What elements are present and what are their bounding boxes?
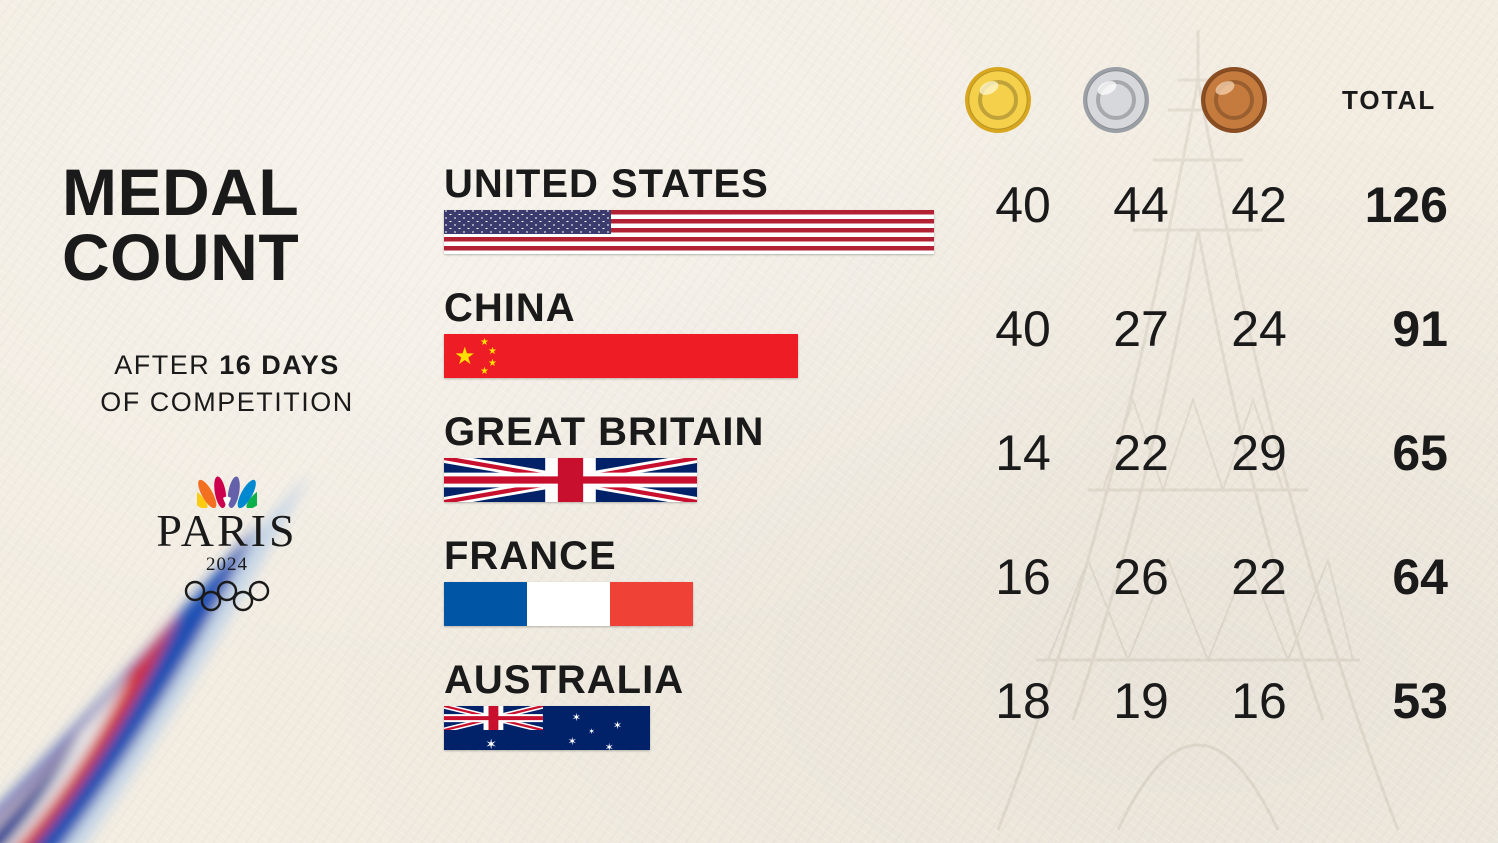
total-count: 53	[1318, 672, 1454, 730]
total-count: 91	[1318, 300, 1454, 358]
subtitle: AFTER 16 DAYS OF COMPETITION	[62, 347, 392, 420]
flag-bar: ★ ★ ★ ★ ★	[444, 334, 798, 378]
logo-block: PARIS 2024	[62, 468, 392, 611]
silver-count: 26	[1082, 548, 1200, 606]
table-row: CHINA ★ ★ ★ ★ ★ 40 27 24 91	[444, 286, 1454, 410]
table-row: FRANCE 16 26 22 64	[444, 534, 1454, 658]
olympic-rings-icon	[182, 580, 272, 612]
subtitle-days: 16 DAYS	[219, 350, 340, 380]
medal-header: TOTAL	[962, 64, 1436, 136]
total-count: 126	[1318, 176, 1454, 234]
silver-count: 27	[1082, 300, 1200, 358]
gold-count: 16	[964, 548, 1082, 606]
gold-count: 40	[964, 176, 1082, 234]
table-row: GREAT BRITAIN 14 22 29 65	[444, 410, 1454, 534]
bronze-count: 29	[1200, 424, 1318, 482]
bronze-count: 22	[1200, 548, 1318, 606]
gold-count: 14	[964, 424, 1082, 482]
bronze-medal-icon	[1198, 64, 1270, 136]
medal-numbers: 14 22 29 65	[964, 424, 1454, 482]
title-block: MEDAL COUNT AFTER 16 DAYS OF COMPETITION…	[62, 160, 392, 612]
subtitle-prefix: AFTER	[114, 350, 219, 380]
silver-count: 19	[1082, 672, 1200, 730]
total-count: 65	[1318, 424, 1454, 482]
gold-count: 18	[964, 672, 1082, 730]
silver-medal-icon	[1080, 64, 1152, 136]
silver-count: 44	[1082, 176, 1200, 234]
title-line-2: COUNT	[62, 225, 392, 290]
bronze-count: 16	[1200, 672, 1318, 730]
gold-medal-icon	[962, 64, 1034, 136]
total-label: TOTAL	[1342, 85, 1436, 116]
flag-bar	[444, 582, 693, 626]
total-count: 64	[1318, 548, 1454, 606]
bronze-count: 24	[1200, 300, 1318, 358]
paris-year: 2024	[62, 554, 392, 576]
bronze-count: 42	[1200, 176, 1318, 234]
medal-numbers: 40 44 42 126	[964, 176, 1454, 234]
table-row: AUSTRALIA ✶ ✶ ✶ ✶ ✶ ✶ 18 19 16 53	[444, 658, 1454, 782]
flag-bar: ✶ ✶ ✶ ✶ ✶ ✶	[444, 706, 650, 750]
medal-numbers: 40 27 24 91	[964, 300, 1454, 358]
table-row: UNITED STATES 40 44 42 126	[444, 162, 1454, 286]
medal-numbers: 16 26 22 64	[964, 548, 1454, 606]
medal-numbers: 18 19 16 53	[964, 672, 1454, 730]
flag-bar	[444, 458, 697, 502]
silver-count: 22	[1082, 424, 1200, 482]
gold-count: 40	[964, 300, 1082, 358]
nbc-peacock-icon	[197, 468, 257, 508]
paris-wordmark: PARIS	[62, 510, 392, 551]
flag-bar	[444, 210, 934, 254]
title-line-1: MEDAL	[62, 160, 392, 225]
subtitle-suffix: OF COMPETITION	[100, 387, 354, 417]
medal-table: UNITED STATES 40 44 42 126 CHINA ★ ★ ★ ★…	[444, 162, 1454, 782]
